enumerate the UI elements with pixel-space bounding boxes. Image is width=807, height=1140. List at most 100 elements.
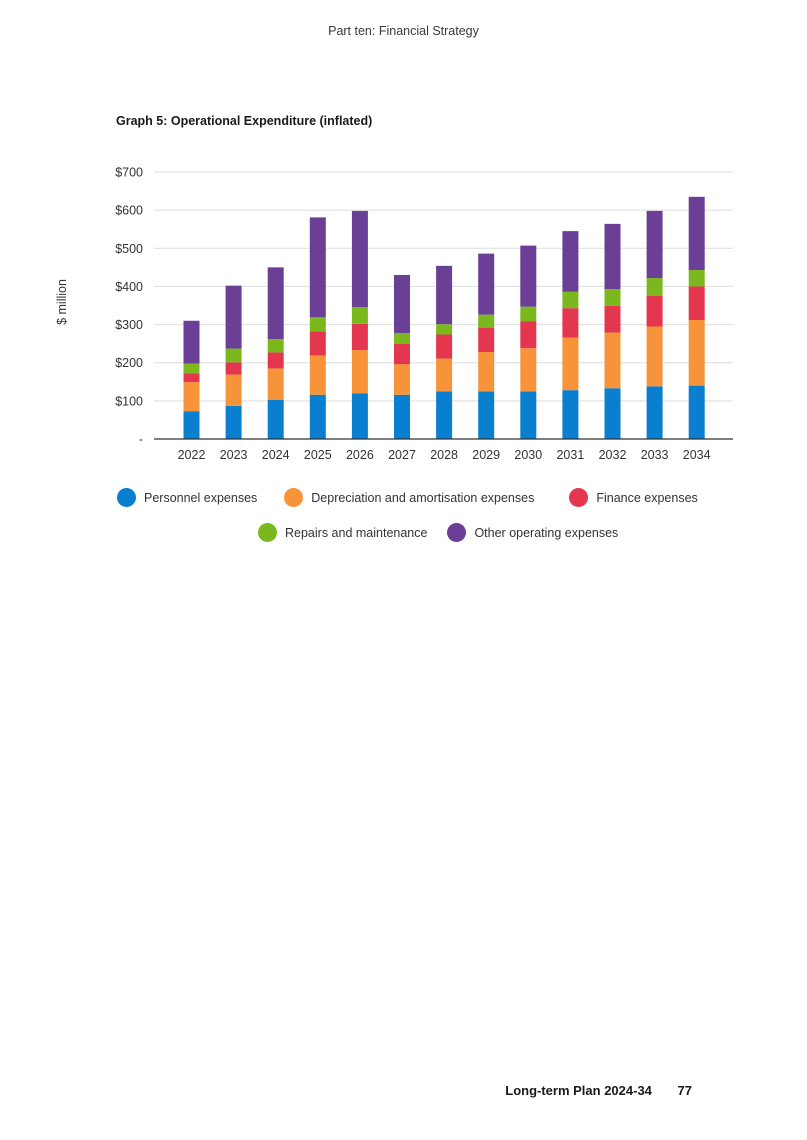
bar-segment — [646, 210, 663, 279]
bar-segment — [309, 394, 326, 439]
bar-segment — [225, 362, 242, 375]
x-tick-label: 2022 — [178, 448, 206, 462]
bar-segment — [394, 344, 410, 365]
bar-segment — [267, 352, 284, 369]
bar-segment — [520, 321, 537, 349]
bar-segment — [520, 245, 537, 307]
x-tick-label: 2029 — [472, 448, 500, 462]
page-footer: Long-term Plan 2024-34 77 — [0, 1083, 692, 1098]
page-number: 77 — [677, 1083, 692, 1098]
y-tick-label: $700 — [115, 166, 143, 180]
bar-segment — [225, 405, 242, 439]
bar-segment — [604, 289, 621, 306]
bar-segment — [436, 358, 453, 392]
bar-segment — [309, 355, 326, 395]
bar-segment — [562, 231, 579, 292]
legend-item-repairs: Repairs and maintenance — [258, 523, 427, 542]
legend-row-1: Personnel expenses Depreciation and amor… — [117, 488, 698, 507]
y-tick-label: - — [139, 433, 143, 447]
bar-segment — [225, 374, 242, 406]
legend-item-personnel: Personnel expenses — [117, 488, 257, 507]
legend-swatch — [447, 523, 467, 542]
bar-segment — [394, 274, 410, 333]
x-tick-label: 2032 — [599, 448, 627, 462]
bar-segment — [562, 390, 579, 439]
bar-segment — [394, 394, 410, 439]
bar-segment — [351, 350, 368, 394]
bar-segment — [604, 388, 621, 439]
x-tick-label: 2023 — [220, 448, 248, 462]
legend-row-2: Repairs and maintenance Other operating … — [258, 523, 618, 542]
page-header: Part ten: Financial Strategy — [328, 24, 479, 38]
stacked-bar-chart: -$100$200$300$400$500$600$700 2022 2023 20… — [55, 166, 733, 462]
legend-label: Other operating expenses — [474, 525, 619, 540]
bar-segment — [351, 307, 368, 324]
x-tick-label: 2025 — [304, 448, 332, 462]
y-tick-label: $400 — [115, 280, 143, 294]
bar-segment — [267, 339, 284, 353]
bar-segment — [394, 364, 410, 395]
legend-label: Finance expenses — [596, 490, 698, 505]
bar-segment — [436, 324, 453, 335]
bar-segment — [478, 314, 495, 328]
bar-segment — [688, 385, 705, 439]
bar-segment — [267, 399, 284, 439]
x-tick-label: 2028 — [430, 448, 458, 462]
bar-segment — [267, 368, 284, 400]
bar-segment — [478, 352, 495, 392]
legend-swatch — [284, 488, 304, 507]
bar-segment — [562, 337, 579, 391]
legend-item-other: Other operating expenses — [447, 523, 618, 542]
bar-segment — [478, 253, 495, 315]
bar-segment — [309, 317, 326, 332]
bar-segment — [309, 331, 326, 356]
bar-segment — [520, 348, 537, 392]
x-tick-label: 2033 — [641, 448, 669, 462]
x-tick-label: 2030 — [514, 448, 542, 462]
x-tick-label: 2031 — [556, 448, 584, 462]
legend-label: Personnel expenses — [144, 490, 258, 505]
bar-segment — [604, 332, 621, 389]
legend-label: Repairs and maintenance — [285, 525, 428, 540]
y-tick-label: $500 — [115, 242, 143, 256]
legend-swatch — [569, 488, 589, 507]
bar-segment — [688, 270, 705, 287]
y-tick-label: $300 — [115, 318, 143, 332]
legend-item-finance: Finance expenses — [569, 488, 698, 507]
chart-title: Graph 5: Operational Expenditure (inflat… — [116, 114, 373, 128]
bar-segment — [351, 393, 368, 439]
y-tick-label: $100 — [115, 394, 143, 408]
legend-label: Depreciation and amortisation expenses — [311, 490, 535, 505]
bar-segment — [520, 306, 537, 322]
bar-segment — [267, 267, 284, 340]
x-tick-label: 2026 — [346, 448, 374, 462]
x-tick-label: 2024 — [262, 448, 290, 462]
gridlines — [154, 171, 733, 402]
x-axis-ticks: 2022 2023 2024 2025 2026 2027 2028 2029 2030 2031… — [178, 448, 711, 462]
bar-segment — [225, 348, 242, 363]
bar-segment — [520, 391, 537, 439]
bar-segment — [225, 285, 242, 349]
y-axis-label: $ million — [55, 279, 69, 325]
bar-segment — [436, 334, 453, 359]
bars — [183, 196, 705, 439]
bar-segment — [688, 196, 705, 271]
bar-segment — [646, 295, 663, 327]
bar-segment — [351, 210, 368, 308]
bar-segment — [646, 326, 663, 387]
bar-segment — [688, 286, 705, 320]
bar-segment — [646, 278, 663, 296]
bar-segment — [183, 382, 200, 412]
bar-segment — [478, 391, 495, 439]
y-tick-label: $200 — [115, 356, 143, 370]
x-tick-label: 2034 — [683, 448, 711, 462]
x-tick-label: 2027 — [388, 448, 416, 462]
legend-item-depreciation: Depreciation and amortisation expenses — [284, 488, 534, 507]
bar-segment — [478, 327, 495, 353]
y-tick-label: $600 — [115, 204, 143, 218]
bar-segment — [688, 319, 705, 386]
bar-segment — [183, 373, 200, 383]
y-axis-ticks: - $100 $200 $300 $400 $500 $600 $700 — [115, 166, 143, 447]
bar-segment — [183, 320, 200, 364]
legend-swatch — [117, 488, 136, 507]
